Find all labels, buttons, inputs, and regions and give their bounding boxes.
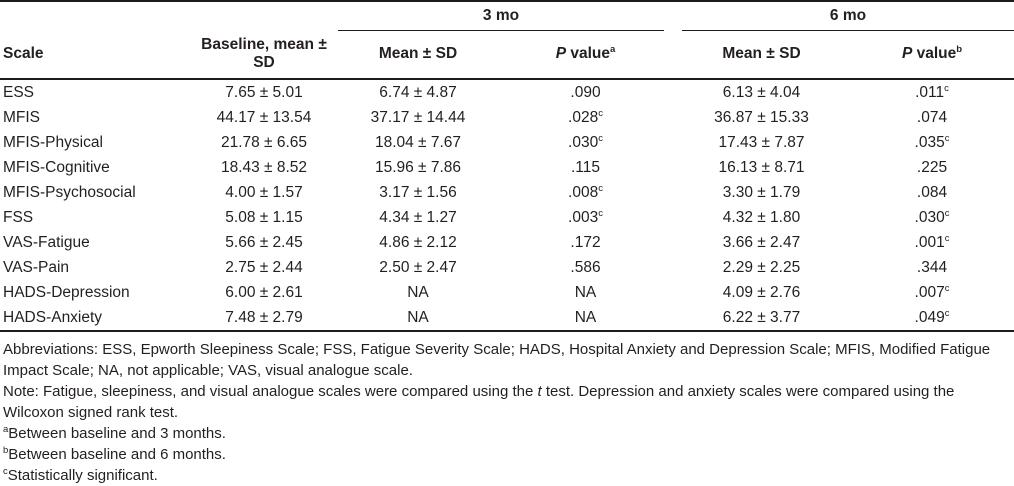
footnote-marker-a: a <box>3 424 9 435</box>
mean-6mo-cell: 4.09 ± 2.76 <box>722 283 801 301</box>
column-header-row: Scale Baseline, mean ± SD Mean ± SD P va… <box>0 31 1014 80</box>
column-header-baseline: Baseline, mean ± SD <box>190 31 338 80</box>
mean-6mo-cell: 17.43 ± 7.87 <box>718 133 805 151</box>
pvalue-3mo-cell: NA <box>574 308 597 326</box>
pvalue-6mo-cell: .007c <box>914 282 950 301</box>
mean-6mo-cell: 16.13 ± 8.71 <box>718 158 805 176</box>
footnote-marker-b: b <box>956 43 963 55</box>
pvalue-6mo-cell: .035c <box>914 132 950 151</box>
methods-note: Note: Fatigue, sleepiness, and visual an… <box>3 383 955 421</box>
scale-cell: MFIS-Physical <box>3 133 103 151</box>
table-header: 3 mo 6 mo Scale Baseline, mean ± SD Mean… <box>0 1 1014 80</box>
mean-6mo-cell: 6.13 ± 4.04 <box>722 83 801 101</box>
mean-3mo-cell: 2.50 ± 2.47 <box>379 258 457 276</box>
table-row: MFIS 44.17 ± 13.54 37.17 ± 14.44 .028c 3… <box>0 105 1014 130</box>
group-header-3mo: 3 mo <box>338 1 673 31</box>
mean-3mo-cell: 15.96 ± 7.86 <box>374 158 462 176</box>
mean-3mo-cell: 37.17 ± 14.44 <box>370 108 466 126</box>
footnote-b: bBetween baseline and 6 months. <box>3 445 226 463</box>
footnote-c: cStatistically significant. <box>3 466 158 484</box>
baseline-cell: 18.43 ± 8.52 <box>220 158 308 176</box>
mean-6mo-cell: 2.29 ± 2.25 <box>722 258 801 276</box>
baseline-cell: 44.17 ± 13.54 <box>216 108 312 126</box>
scale-cell: VAS-Fatigue <box>3 233 90 251</box>
mean-6mo-cell: 3.66 ± 2.47 <box>722 233 801 251</box>
pvalue-3mo-cell: .586 <box>570 258 601 276</box>
footnote-a: aBetween baseline and 3 months. <box>3 424 226 442</box>
table-row: VAS-Fatigue 5.66 ± 2.45 4.86 ± 2.12 .172… <box>0 230 1014 255</box>
pvalue-3mo-cell: .008c <box>568 182 603 201</box>
pvalue-6mo-cell: .001c <box>914 232 950 251</box>
scale-cell: ESS <box>3 83 35 101</box>
pvalue-6mo-cell: .225 <box>916 158 948 176</box>
table-row: MFIS-Psychosocial 4.00 ± 1.57 3.17 ± 1.5… <box>0 180 1014 205</box>
mean-3mo-cell: 18.04 ± 7.67 <box>374 133 462 151</box>
pvalue-6mo-cell: .049c <box>914 307 950 326</box>
table-row: MFIS-Physical 21.78 ± 6.65 18.04 ± 7.67 … <box>0 130 1014 155</box>
group-label-6mo: 6 mo <box>682 2 1014 31</box>
mean-6mo-cell: 3.30 ± 1.79 <box>722 183 801 201</box>
footnote-marker-b: b <box>3 445 9 456</box>
column-header-scale: Scale <box>0 31 190 80</box>
abbreviations-note: Abbreviations: ESS, Epworth Sleepiness S… <box>3 341 991 379</box>
baseline-cell: 21.78 ± 6.65 <box>220 133 308 151</box>
mean-3mo-cell: 4.86 ± 2.12 <box>379 233 457 251</box>
table-row: MFIS-Cognitive 18.43 ± 8.52 15.96 ± 7.86… <box>0 155 1014 180</box>
baseline-cell: 4.00 ± 1.57 <box>225 183 303 201</box>
pvalue-3mo-cell: .115 <box>570 158 601 176</box>
table-body: ESS 7.65 ± 5.01 6.74 ± 4.87 .090 6.13 ± … <box>0 79 1014 331</box>
scale-cell: MFIS <box>3 108 41 126</box>
table-row: ESS 7.65 ± 5.01 6.74 ± 4.87 .090 6.13 ± … <box>0 79 1014 105</box>
baseline-cell: 5.08 ± 1.15 <box>225 208 303 226</box>
table-row: VAS-Pain 2.75 ± 2.44 2.50 ± 2.47 .586 2.… <box>0 255 1014 280</box>
mean-3mo-cell: 4.34 ± 1.27 <box>379 208 457 226</box>
pvalue-6mo-cell: .074 <box>916 108 948 126</box>
baseline-cell: 6.00 ± 2.61 <box>225 283 303 301</box>
footnote-marker-c: c <box>3 466 8 477</box>
mean-3mo-cell: NA <box>407 308 429 326</box>
scale-cell: HADS-Anxiety <box>3 308 103 326</box>
group-header-spacer <box>0 1 338 31</box>
baseline-cell: 7.48 ± 2.79 <box>225 308 303 326</box>
column-header-pvalue-3mo: P valuea <box>498 31 673 80</box>
pvalue-3mo-cell: NA <box>574 283 597 301</box>
pvalue-6mo-cell: .084 <box>916 183 948 201</box>
mean-3mo-cell: 3.17 ± 1.56 <box>379 183 457 201</box>
scale-cell: FSS <box>3 208 34 226</box>
table-row: HADS-Anxiety 7.48 ± 2.79 NA NA 6.22 ± 3.… <box>0 305 1014 331</box>
baseline-cell: 7.65 ± 5.01 <box>225 83 303 101</box>
group-header-row: 3 mo 6 mo <box>0 1 1014 31</box>
baseline-cell: 5.66 ± 2.45 <box>225 233 303 251</box>
pvalue-3mo-cell: .028c <box>568 107 603 126</box>
pvalue-3mo-cell: .003c <box>568 207 603 226</box>
pvalue-6mo-cell: .344 <box>916 258 948 276</box>
mean-3mo-cell: NA <box>407 283 429 301</box>
scale-cell: VAS-Pain <box>3 258 70 276</box>
baseline-cell: 2.75 ± 2.44 <box>225 258 303 276</box>
group-label-3mo: 3 mo <box>338 2 664 31</box>
column-header-mean-3mo: Mean ± SD <box>338 31 498 80</box>
table-row: HADS-Depression 6.00 ± 2.61 NA NA 4.09 ±… <box>0 280 1014 305</box>
pvalue-3mo-cell: .030c <box>568 132 603 151</box>
mean-6mo-cell: 4.32 ± 1.80 <box>722 208 801 226</box>
column-header-pvalue-6mo: P valueb <box>850 31 1014 80</box>
mean-3mo-cell: 6.74 ± 4.87 <box>379 83 457 101</box>
table-footnotes: Abbreviations: ESS, Epworth Sleepiness S… <box>0 339 1014 486</box>
scale-cell: MFIS-Cognitive <box>3 158 110 176</box>
table-row: FSS 5.08 ± 1.15 4.34 ± 1.27 .003c 4.32 ±… <box>0 205 1014 230</box>
pvalue-6mo-cell: .011c <box>915 82 949 101</box>
scale-cell: HADS-Depression <box>3 283 130 301</box>
mean-6mo-cell: 36.87 ± 15.33 <box>714 108 809 126</box>
pvalue-3mo-cell: .090 <box>570 83 601 101</box>
mean-6mo-cell: 6.22 ± 3.77 <box>722 308 801 326</box>
pvalue-3mo-cell: .172 <box>570 233 601 251</box>
column-header-mean-6mo: Mean ± SD <box>673 31 850 80</box>
group-header-6mo: 6 mo <box>673 1 1014 31</box>
pvalue-6mo-cell: .030c <box>914 207 950 226</box>
footnote-marker-a: a <box>610 43 616 55</box>
outcomes-table: 3 mo 6 mo Scale Baseline, mean ± SD Mean… <box>0 0 1014 332</box>
scale-cell: MFIS-Psychosocial <box>3 183 136 201</box>
